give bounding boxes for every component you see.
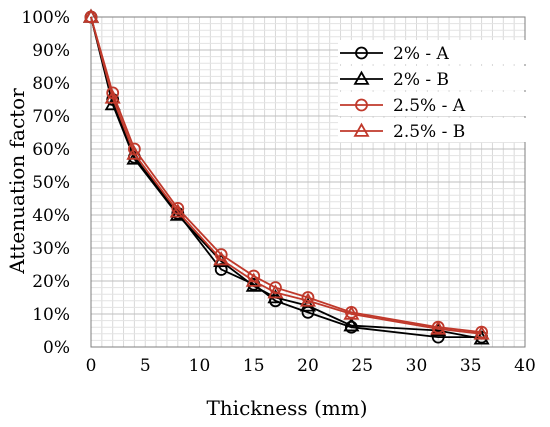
data-point [473, 325, 490, 340]
legend-marker [355, 98, 368, 112]
series-layer [82, 8, 490, 345]
data-point [343, 305, 360, 320]
x-tick-label: 30 [406, 356, 428, 376]
data-point [267, 284, 284, 299]
legend-marker [353, 70, 370, 85]
x-tick-labels: 0 5 10 15 20 25 30 35 40 [86, 356, 536, 376]
plot-frame [90, 16, 526, 348]
y-tick-label: 20% [32, 272, 70, 292]
y-tick-label: 100% [21, 8, 70, 28]
y-tick-label: 90% [32, 41, 70, 61]
legend-item: 2% - B [338, 66, 528, 90]
x-tick-label: 25 [351, 356, 373, 376]
y-tick-label: 50% [32, 173, 70, 193]
x-axis-title: Thickness (mm) [206, 396, 367, 420]
legend-item-background [338, 66, 528, 90]
legend-item: 2.5% - B [338, 118, 528, 142]
series-line [90, 16, 482, 339]
data-point [301, 291, 315, 304]
legend-item: 2% - A [338, 40, 528, 64]
data-point [82, 8, 100, 23]
x-tick-label: 10 [189, 356, 211, 376]
data-point [104, 89, 121, 104]
data-point [171, 201, 185, 215]
legend: 2% - A 2% - B 2.5% - A 2.5% - B [338, 40, 528, 142]
x-tick-label: 0 [86, 356, 97, 376]
legend-item: 2.5% - A [338, 92, 528, 116]
y-tick-label: 70% [32, 107, 70, 127]
x-tick-label: 40 [514, 356, 536, 376]
data-point [299, 292, 317, 307]
x-tick-label: 20 [297, 356, 319, 376]
legend-marker [355, 46, 368, 60]
legend-label: 2% - A [393, 44, 450, 64]
x-tick-label: 15 [243, 356, 265, 376]
data-point [213, 251, 230, 266]
data-point [245, 272, 262, 287]
data-point [343, 317, 360, 332]
data-point [301, 305, 315, 319]
series-4 [82, 8, 490, 340]
series-line [90, 16, 482, 335]
x-tick-label: 5 [140, 356, 151, 376]
y-tick-label: 30% [32, 239, 70, 259]
legend-item-background [338, 92, 528, 116]
legend-label: 2% - B [393, 70, 449, 90]
y-tick-label: 0% [43, 338, 70, 358]
data-point [126, 145, 143, 160]
x-tick-label: 35 [460, 356, 482, 376]
legend-item-background [338, 40, 528, 64]
legend-item-background [338, 118, 528, 142]
data-point [169, 203, 186, 218]
y-tick-labels: 0% 10% 20% 30% 40% 50% 60% 70% 80% 90% 100% [21, 8, 70, 358]
y-tick-label: 60% [32, 140, 70, 160]
y-tick-label: 10% [32, 305, 70, 325]
data-point [431, 330, 445, 344]
y-tick-label: 80% [32, 74, 70, 94]
legend-label: 2.5% - B [393, 122, 465, 142]
y-axis-title: Attenuation factor [5, 88, 29, 275]
legend-label: 2.5% - A [393, 96, 466, 116]
legend-marker [353, 122, 370, 137]
y-tick-label: 40% [32, 206, 70, 226]
data-point [430, 320, 447, 335]
